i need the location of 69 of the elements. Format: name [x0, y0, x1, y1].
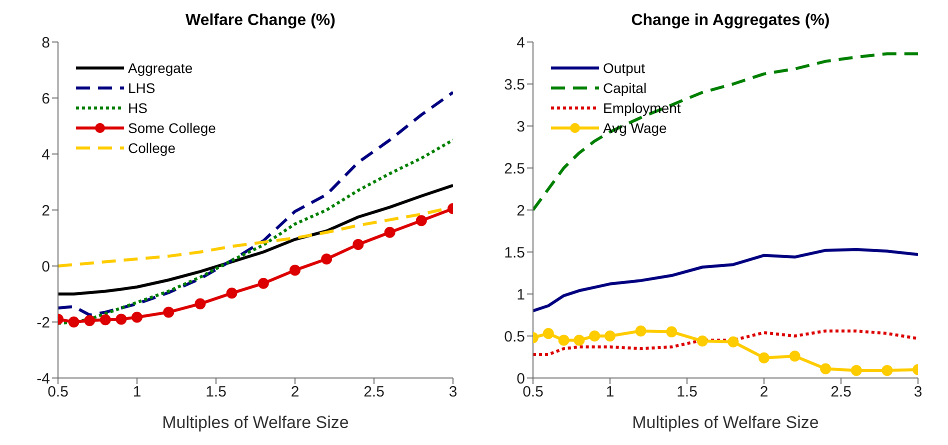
y-tick-label: 1.5: [504, 244, 525, 262]
y-tick-label: 3: [516, 118, 525, 136]
line-series: [58, 184, 453, 296]
y-tick-label: 8: [42, 34, 50, 52]
point: [696, 336, 708, 347]
legend-label: HS: [128, 99, 148, 118]
x-axis-title: Multiples of Welfare Size: [632, 413, 819, 432]
legend-label: Capital: [603, 79, 647, 98]
point: [558, 334, 570, 346]
point: [84, 315, 96, 326]
y-tick-label: 1: [516, 286, 525, 304]
x-tick-label: 2: [290, 384, 300, 401]
point: [542, 328, 554, 339]
y-tick-label: 0: [516, 370, 525, 388]
point: [820, 363, 832, 374]
legend-label: College: [128, 139, 176, 158]
legend-label: Output: [603, 59, 646, 78]
point: [666, 326, 678, 338]
point: [384, 226, 396, 238]
y-tick-label: -2: [36, 314, 50, 332]
point: [163, 306, 174, 318]
x-tick-label: 1.5: [676, 384, 698, 401]
point: [321, 254, 332, 264]
point: [850, 364, 862, 376]
point: [758, 352, 770, 364]
x-tick-label: 2: [760, 384, 768, 401]
point: [728, 336, 739, 348]
y-tick-label: 2: [516, 202, 525, 220]
chart-title: Change in Aggregates (%): [630, 12, 831, 30]
y-tick-label: 4: [42, 146, 50, 164]
point: [290, 264, 300, 276]
point: [589, 330, 600, 342]
y-tick-label: 6: [42, 90, 50, 108]
line-series: [533, 248, 918, 312]
point: [789, 350, 800, 362]
y-tick-label: 0.5: [504, 328, 525, 346]
x-axis-title: Multiples of Welfare Size: [162, 413, 349, 432]
point: [100, 314, 111, 326]
legend-label: LHS: [128, 79, 156, 98]
point: [258, 278, 269, 289]
point: [604, 330, 616, 342]
y-tick-label: 4: [516, 34, 525, 52]
y-tick-label: 2: [42, 202, 50, 220]
point: [882, 364, 893, 376]
x-tick-label: 3: [914, 384, 922, 401]
y-tick-label: -4: [36, 370, 50, 388]
x-tick-label: 3: [448, 384, 458, 401]
x-tick-label: 2.5: [364, 384, 384, 401]
chart-title: Welfare Change (%): [184, 12, 336, 30]
y-tick-label: 0: [42, 258, 50, 276]
y-tick-label: 2.5: [504, 160, 525, 178]
x-tick-label: 1.5: [206, 384, 226, 401]
x-tick-label: 2.5: [830, 384, 852, 401]
point: [352, 238, 364, 250]
x-tick-label: 1: [606, 384, 614, 401]
point: [132, 312, 142, 323]
point: [194, 298, 206, 310]
y-tick-label: 3.5: [504, 76, 525, 94]
point: [635, 325, 646, 336]
point: [574, 334, 585, 346]
point: [116, 314, 127, 325]
legend-label: Some College: [128, 119, 216, 138]
x-tick-label: 1: [132, 384, 142, 401]
point: [226, 288, 238, 299]
point: [416, 215, 427, 226]
legend-label: Aggregate: [128, 59, 193, 78]
line-series: [533, 52, 918, 212]
point: [68, 316, 80, 328]
line-series: [533, 329, 918, 356]
